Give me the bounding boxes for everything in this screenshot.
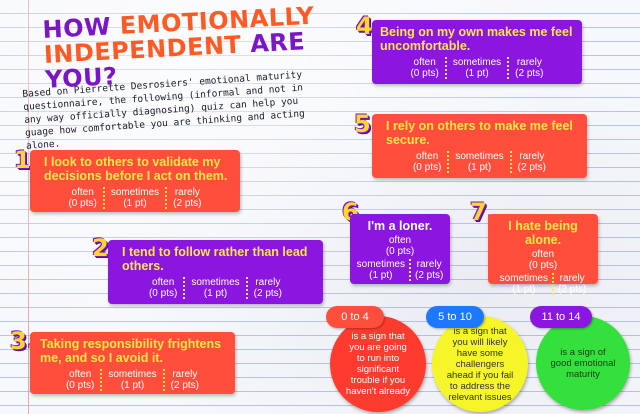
answer-option-rarely[interactable]: rarely (2 pts) xyxy=(507,57,549,79)
question-card-5: I rely on others to make me feel secure.… xyxy=(372,114,587,178)
answer-option-rarely[interactable]: rarely (2 pts) xyxy=(409,259,447,281)
answer-options: sometimes (1 pt) rarely (2 pts) xyxy=(352,259,448,281)
answer-option-sometimes[interactable]: sometimes (1 pt) xyxy=(447,151,509,173)
answer-option-often[interactable]: often (0 pts) xyxy=(65,369,95,391)
question-card-6: I'm a loner. often (0 pts) sometimes (1 pt… xyxy=(350,214,450,284)
question-text: I'm a loner. xyxy=(367,219,433,233)
question-card-3: Taking responsibility frightens me, and … xyxy=(30,332,235,394)
answer-options: sometimes (1 pt) rarely (2 pts) xyxy=(490,273,596,295)
question-card-2: I tend to follow rather than lead others… xyxy=(108,240,323,304)
answer-option-sometimes[interactable]: sometimes (1 pt) xyxy=(183,277,245,299)
result-range-high: 11 to 14 xyxy=(530,306,592,328)
answer-options: often (0 pts) sometimes (1 pt) rarely (2 pt… xyxy=(380,151,579,173)
answer-option-often[interactable]: often (0 pts) xyxy=(410,57,439,79)
answer-options: often (0 pts) sometimes (1 pt) rarely (2 pt… xyxy=(380,57,574,79)
question-text: I rely on others to make me feel secure. xyxy=(386,119,573,147)
question-card-7: I hate being alone. often (0 pts) sometim… xyxy=(488,214,598,295)
question-text: I hate being alone. xyxy=(508,219,578,247)
answer-option-rarely[interactable]: rarely (2 pts) xyxy=(245,277,288,299)
answer-options: often (0 pts) sometimes (1 pt) rarely (2 pt… xyxy=(38,187,232,209)
question-text: I tend to follow rather than lead others… xyxy=(122,245,308,273)
answer-option-often[interactable]: often (0 pts) xyxy=(148,277,178,299)
answer-option-rarely[interactable]: rarely (2 pts) xyxy=(165,187,207,209)
result-circle-low: is a sign that you are going to run into… xyxy=(330,316,426,412)
answer-option-sometimes[interactable]: sometimes (1 pt) xyxy=(499,273,548,295)
result-text: is a sign of good emotional maturity xyxy=(550,346,616,380)
result-range-low: 0 to 4 xyxy=(326,306,384,328)
result-circle-high: is a sign of good emotional maturity xyxy=(536,316,630,410)
result-text: is a sign that you are going to run into… xyxy=(345,331,411,397)
answer-option-often[interactable]: often (0 pts) xyxy=(528,249,558,271)
result-range-mid: 5 to 10 xyxy=(426,306,484,328)
answer-option-rarely[interactable]: rarely (2 pts) xyxy=(162,369,205,391)
answer-option-rarely[interactable]: rarely (2 pts) xyxy=(509,151,552,173)
question-card-4: Being on my own makes me feel uncomforta… xyxy=(372,20,582,84)
answer-options: often (0 pts) sometimes (1 pt) rarely (2 pt… xyxy=(116,277,315,299)
answer-option-sometimes[interactable]: sometimes (1 pt) xyxy=(444,57,507,79)
answer-option-often[interactable]: often (0 pts) xyxy=(385,235,415,257)
question-text: Being on my own makes me feel uncomforta… xyxy=(380,25,573,53)
question-card-1: I look to others to validate my decision… xyxy=(30,150,240,212)
answer-option-rarely[interactable]: rarely (2 pts) xyxy=(552,273,590,295)
question-text: I look to others to validate my decision… xyxy=(44,155,228,183)
answer-options: often (0 pts) sometimes (1 pt) rarely (2 pt… xyxy=(38,369,227,391)
answer-option-often[interactable]: often (0 pts) xyxy=(68,187,97,209)
answer-option-often[interactable]: often (0 pts) xyxy=(412,151,442,173)
result-text: is a sign that you will likely have some… xyxy=(446,325,514,403)
result-circle-mid: is a sign that you will likely have some… xyxy=(432,316,528,412)
answer-option-sometimes[interactable]: sometimes (1 pt) xyxy=(100,369,162,391)
answer-option-sometimes[interactable]: sometimes (1 pt) xyxy=(102,187,165,209)
answer-option-sometimes[interactable]: sometimes (1 pt) xyxy=(356,259,405,281)
question-text: Taking responsibility frightens me, and … xyxy=(40,337,222,365)
